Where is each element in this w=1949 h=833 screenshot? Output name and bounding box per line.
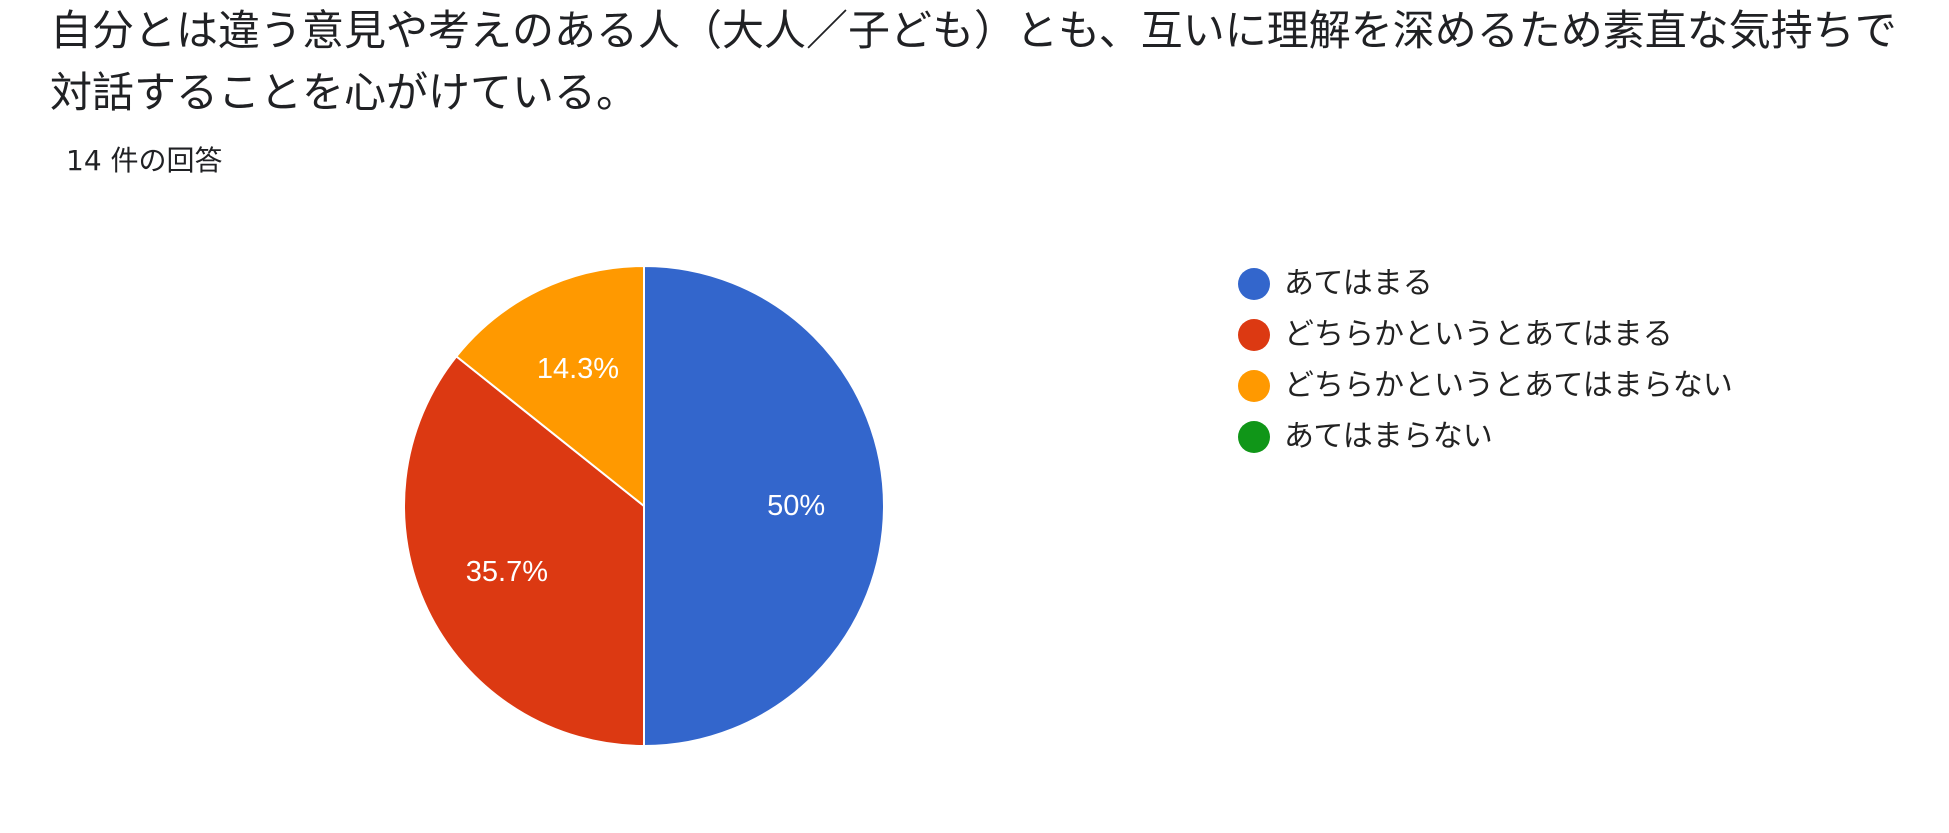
legend-item[interactable]: あてはまらない: [1238, 411, 1733, 462]
legend-swatch-icon: [1238, 369, 1270, 402]
legend-swatch-icon: [1238, 267, 1270, 300]
legend-label: あてはまらない: [1284, 418, 1493, 454]
response-count: 14 件の回答: [66, 144, 223, 177]
pie-slice-3: [454, 264, 645, 509]
legend-item[interactable]: どちらかというとあてはまらない: [1238, 360, 1733, 411]
slice-percent-label: 35.7%: [466, 556, 548, 588]
legend-item[interactable]: どちらかというとあてはまる: [1238, 309, 1733, 360]
legend-label: あてはまる: [1284, 265, 1433, 301]
legend-swatch-icon: [1238, 318, 1270, 351]
legend-label: どちらかというとあてはまる: [1284, 316, 1673, 352]
pie-slice-2: [403, 354, 645, 748]
legend-label: どちらかというとあてはまらない: [1284, 367, 1733, 403]
legend-swatch-icon: [1238, 420, 1270, 453]
pie-slice-1: [643, 264, 885, 748]
chart-legend: あてはまるどちらかというとあてはまるどちらかというとあてはまらない あてはまらない: [1238, 258, 1733, 462]
question-title: 自分とは違う意見や考えのある人（大人／子ども）とも、互いに理解を深めるため素直な…: [50, 6, 1897, 117]
slice-percent-label: 50%: [767, 490, 825, 522]
slice-percent-label: 14.3%: [537, 353, 619, 385]
legend-item[interactable]: あてはまる: [1238, 258, 1733, 309]
